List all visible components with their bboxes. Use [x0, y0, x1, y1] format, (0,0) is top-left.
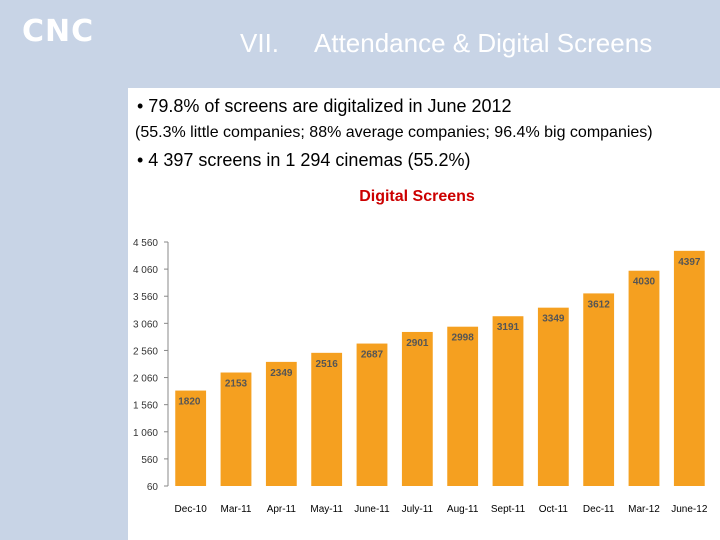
- x-tick-label: Dec-11: [583, 504, 615, 515]
- bar: [311, 352, 343, 486]
- y-tick-label: 4 060: [133, 265, 158, 276]
- bar: [401, 331, 433, 486]
- data-label: 4030: [633, 277, 656, 288]
- x-tick-label: Oct-11: [539, 504, 569, 515]
- data-label: 2901: [406, 338, 429, 349]
- data-label: 3612: [588, 299, 611, 310]
- x-tick-label: June-11: [354, 504, 390, 515]
- data-label: 4397: [678, 257, 701, 268]
- bar: [492, 316, 524, 486]
- bar: [356, 343, 388, 486]
- bar: [673, 250, 705, 486]
- chart-title: Digital Screens: [359, 188, 475, 205]
- x-tick-label: July-11: [402, 504, 434, 515]
- y-tick-label: 3 560: [133, 292, 158, 303]
- page-title: Attendance & Digital Screens: [314, 28, 653, 58]
- company-breakdown: (55.3% little companies; 88% average com…: [135, 124, 653, 141]
- x-tick-label: June-12: [671, 504, 708, 515]
- bullet-screens: • 4 397 screens in 1 294 cinemas (55.2%): [137, 150, 471, 170]
- y-tick-label: 2 060: [133, 374, 158, 385]
- data-label: 3191: [497, 322, 520, 333]
- bar: [220, 372, 252, 486]
- data-label: 2998: [452, 333, 475, 344]
- y-tick-label: 60: [147, 482, 159, 493]
- bullet-digitalized: • 79.8% of screens are digitalized in Ju…: [137, 96, 512, 116]
- y-tick-label: 1 060: [133, 428, 158, 439]
- bar: [447, 326, 479, 486]
- x-tick-label: Mar-11: [221, 504, 252, 515]
- y-tick-label: 560: [141, 455, 158, 466]
- y-tick-label: 2 560: [133, 346, 158, 357]
- data-label: 2153: [225, 379, 248, 390]
- x-tick-label: Sept-11: [491, 504, 526, 515]
- x-tick-label: Aug-11: [447, 504, 479, 515]
- bar: [628, 270, 660, 486]
- data-label: 2349: [270, 368, 293, 379]
- bar: [265, 361, 297, 486]
- data-label: 2687: [361, 350, 384, 361]
- x-tick-label: May-11: [310, 504, 343, 515]
- y-tick-label: 4 560: [133, 238, 158, 249]
- bar: [583, 293, 615, 486]
- bar: [175, 390, 207, 486]
- x-tick-label: Mar-12: [628, 504, 660, 515]
- data-label: 2516: [316, 359, 339, 370]
- y-tick-label: 1 560: [133, 401, 158, 412]
- data-label: 3349: [542, 314, 565, 325]
- bar: [537, 307, 569, 486]
- x-tick-label: Dec-10: [175, 504, 208, 515]
- data-label: 1820: [178, 397, 201, 408]
- section-number: VII.: [240, 28, 280, 58]
- x-tick-label: Apr-11: [267, 504, 297, 515]
- y-tick-label: 3 060: [133, 319, 158, 330]
- cnc-logo: CNC: [22, 14, 95, 49]
